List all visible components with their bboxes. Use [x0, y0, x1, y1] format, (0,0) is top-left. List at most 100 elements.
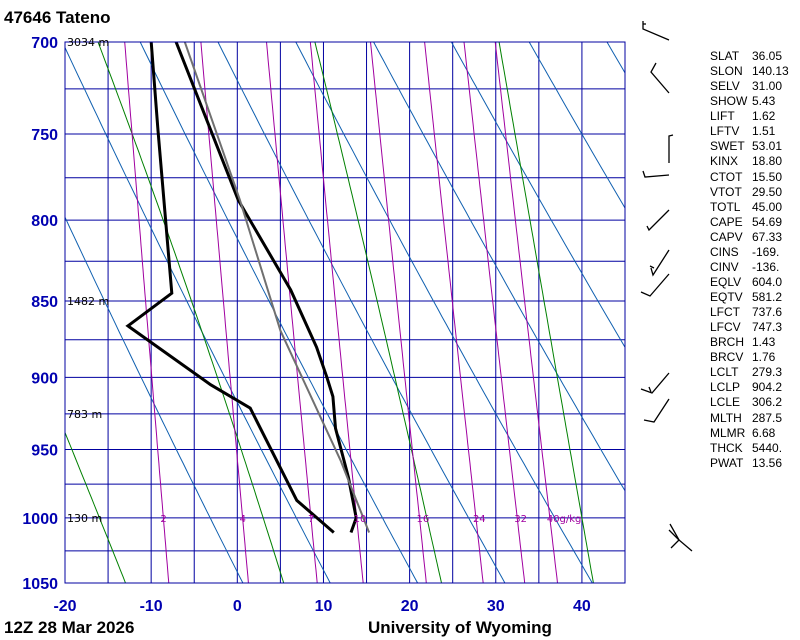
source-label: University of Wyoming	[368, 618, 552, 637]
index-row: SHOW 5.43	[710, 94, 789, 109]
wind-barb-tick	[649, 265, 655, 269]
index-value: 1.43	[752, 335, 776, 350]
temperature-profile	[174, 42, 358, 534]
mixing-ratio-label: 7	[308, 514, 314, 525]
moist-adiabat	[498, 42, 594, 583]
index-name: LCLT	[710, 365, 739, 380]
index-row: TOTL 45.00	[710, 200, 789, 215]
index-name: SLON	[710, 64, 743, 79]
index-name: CAPV	[710, 229, 743, 244]
index-row: EQTV 581.2	[710, 290, 789, 305]
index-value: 29.50	[752, 184, 783, 199]
index-value: 31.00	[752, 79, 783, 94]
index-name: THCK	[710, 440, 743, 455]
index-value: 53.01	[752, 139, 783, 154]
pressure-tick-label: 1000	[22, 511, 58, 528]
wind-barb	[668, 134, 674, 163]
dry-adiabat	[65, 46, 331, 583]
index-name: SELV	[710, 79, 740, 94]
temperature-tick-label: -10	[140, 598, 163, 615]
index-value: 737.6	[752, 305, 783, 320]
index-name: LFCT	[710, 305, 740, 320]
index-value: -169.	[752, 244, 780, 259]
dry-adiabat	[528, 42, 625, 210]
mixing-ratio-label: 4	[240, 514, 246, 525]
index-name: EQLV	[710, 274, 742, 289]
index-name: CAPE	[710, 214, 743, 229]
index-row: MLMR 6.68	[710, 426, 789, 441]
index-row: CAPV 67.33	[710, 230, 789, 245]
index-row: LCLT 279.3	[710, 365, 789, 380]
wind-barb	[650, 249, 670, 277]
index-row: CAPE 54.69	[710, 215, 789, 230]
index-name: KINX	[710, 154, 739, 169]
index-value: 140.13	[752, 64, 789, 79]
wind-barb-tick	[648, 386, 652, 393]
index-name: LFCV	[710, 320, 741, 335]
dry-adiabat	[373, 42, 625, 492]
mixing-ratio-label: 32	[514, 514, 527, 525]
mixing-ratio-line	[494, 42, 559, 583]
dry-adiabat	[217, 42, 506, 583]
index-row: SWET 53.01	[710, 139, 789, 154]
wind-barb	[669, 523, 693, 552]
height-label: 3034 m	[67, 36, 109, 49]
temperature-tick-label: 20	[401, 598, 419, 615]
index-name: LFTV	[710, 124, 740, 139]
index-name: SHOW	[710, 94, 748, 109]
index-value: 279.3	[752, 365, 783, 380]
pressure-tick-label: 950	[31, 442, 58, 459]
pressure-tick-label: 1050	[22, 576, 58, 593]
index-value: 904.2	[752, 380, 783, 395]
pressure-tick-label: 850	[31, 294, 58, 311]
index-row: BRCV 1.76	[710, 350, 789, 365]
index-name: PWAT	[710, 455, 744, 470]
index-value: 18.80	[752, 154, 783, 169]
dewpoint-profile	[125, 42, 335, 534]
index-row: PWAT 13.56	[710, 456, 789, 471]
index-row: CINS -169.	[710, 245, 789, 260]
temperature-tick-label: 0	[233, 598, 242, 615]
pressure-tick-label: 800	[31, 213, 58, 230]
index-value: 13.56	[752, 455, 783, 470]
index-value: 5440.	[752, 440, 783, 455]
sounding-indices-panel: SLAT 36.05 SLON 140.13 SELV 31.00 SHOW 5.43 LIFT…	[710, 49, 789, 471]
wind-barb	[640, 273, 670, 297]
index-value: 1.51	[752, 124, 776, 139]
index-row: BRCH 1.43	[710, 335, 789, 350]
index-row: VTOT 29.50	[710, 185, 789, 200]
index-name: CTOT	[710, 169, 743, 184]
index-value: 6.68	[752, 425, 776, 440]
dry-adiabat	[450, 42, 625, 349]
index-value: 5.43	[752, 94, 776, 109]
index-value: 581.2	[752, 290, 783, 304]
index-name: CINS	[710, 244, 739, 259]
index-value: 45.00	[752, 199, 783, 214]
index-row: CTOT 15.50	[710, 170, 789, 185]
index-row: THCK 5440.	[710, 441, 789, 456]
index-row: SLAT 36.05	[710, 49, 789, 64]
mixing-ratio-label: 24	[473, 514, 486, 525]
parcel-profile	[183, 42, 371, 533]
mixing-ratio-line	[424, 42, 484, 583]
mixing-ratio-line	[265, 42, 318, 583]
index-row: LCLE 306.2	[710, 395, 789, 410]
index-name: SLAT	[710, 49, 740, 63]
wind-barb	[642, 170, 670, 178]
observation-time: 12Z 28 Mar 2026	[4, 618, 134, 637]
index-value: 1.62	[752, 109, 776, 124]
index-row: CINV -136.	[710, 260, 789, 275]
index-value: 15.50	[752, 169, 783, 184]
wind-barb	[668, 529, 680, 549]
index-name: MLMR	[710, 425, 746, 440]
wind-barb	[640, 372, 670, 394]
index-row: LFCT 737.6	[710, 305, 789, 320]
index-row: LFCV 747.3	[710, 320, 789, 335]
index-value: 1.76	[752, 350, 776, 365]
mixing-ratio-label: 10	[354, 514, 367, 525]
mixing-ratio-label: 40g/kg	[547, 514, 582, 525]
temperature-tick-label: 10	[315, 598, 333, 615]
index-value: 604.0	[752, 274, 783, 289]
height-label: 130 m	[67, 512, 102, 525]
